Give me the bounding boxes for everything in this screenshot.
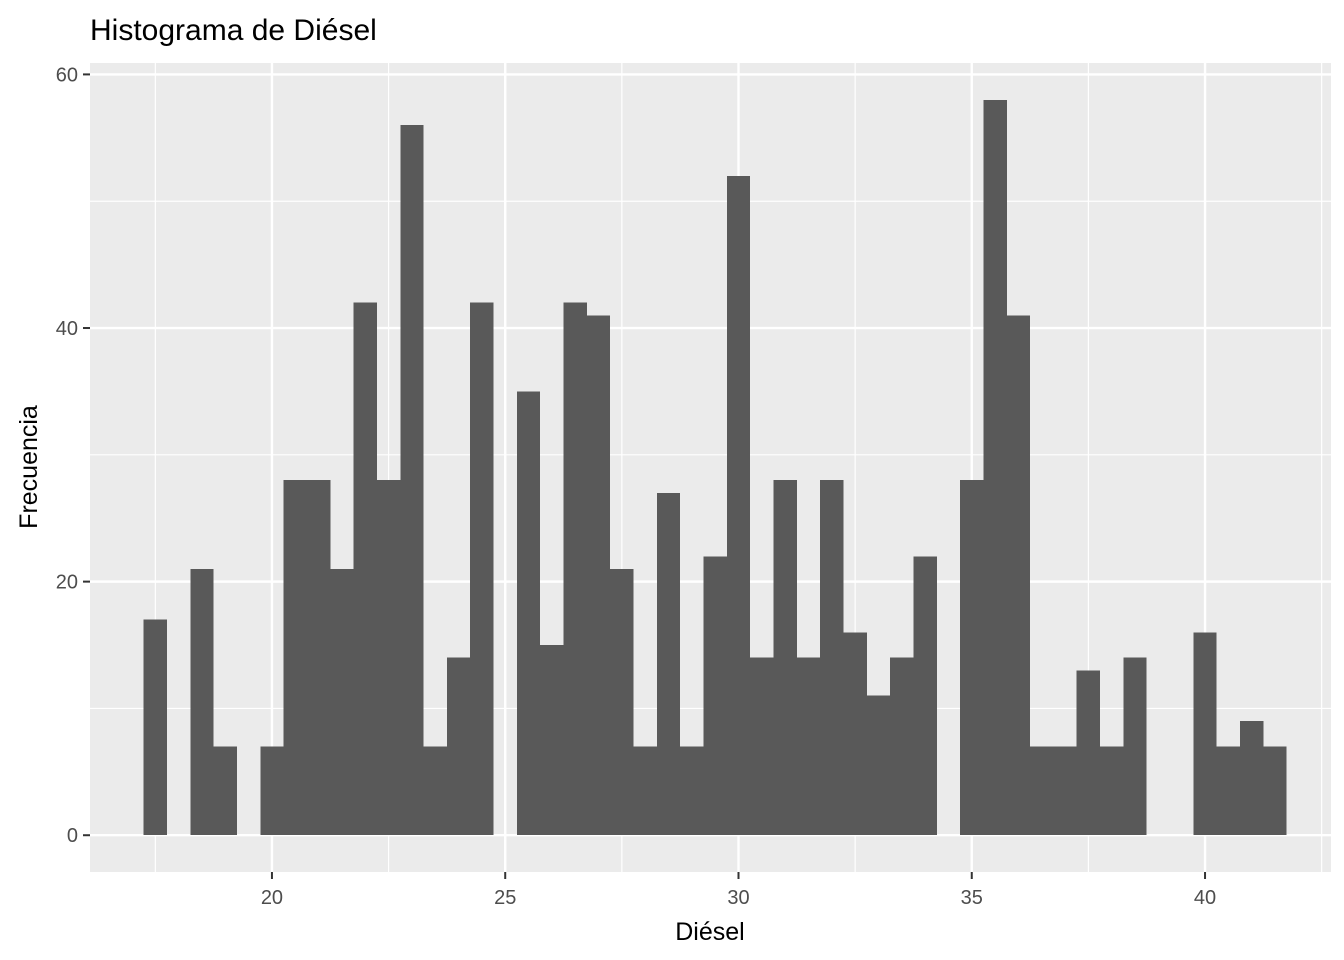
y-tick-label: 0 [67, 825, 78, 847]
histogram-bar [400, 125, 424, 836]
histogram-bar [726, 175, 751, 836]
histogram-bar [1193, 632, 1217, 836]
histogram-bar [843, 632, 867, 836]
histogram-bar [796, 657, 821, 836]
histogram-bar [213, 746, 237, 836]
x-tick-label: 35 [961, 887, 983, 909]
histogram-bar [960, 480, 984, 836]
y-tick-label: 20 [56, 572, 78, 594]
histogram-bar [586, 315, 611, 836]
histogram-bar [563, 302, 587, 836]
histogram-bar [306, 480, 331, 836]
y-tick-label: 60 [56, 64, 78, 86]
histogram-bar [656, 492, 681, 836]
histogram-bar [1263, 746, 1287, 836]
y-axis: 0 20 40 60 [56, 64, 90, 847]
x-tick-label: 40 [1194, 887, 1216, 909]
histogram-bar [1076, 670, 1101, 836]
histogram-bars [143, 99, 1287, 836]
histogram-bar [633, 746, 657, 836]
x-axis: 20 25 30 35 40 [261, 872, 1216, 909]
histogram-bar [260, 746, 284, 836]
histogram-bar [283, 480, 307, 836]
histogram-bar [890, 657, 914, 836]
x-axis-title: Diésel [675, 918, 744, 946]
histogram-bar [1030, 746, 1054, 836]
y-axis-title: Frecuencia [15, 405, 43, 529]
x-tick-label: 25 [494, 887, 516, 909]
histogram-bar [703, 556, 727, 836]
y-tick-label: 40 [56, 318, 78, 340]
histogram-bar [540, 645, 564, 836]
histogram-bar [330, 568, 354, 836]
histogram-bar [773, 480, 797, 836]
histogram-bar [1100, 746, 1124, 836]
histogram-bar [1123, 657, 1147, 836]
histogram-bar [1216, 746, 1241, 836]
histogram-bar [1240, 721, 1264, 836]
histogram-bar [913, 556, 937, 836]
histogram-bar [446, 657, 471, 836]
histogram-bar [680, 746, 704, 836]
histogram-bar [376, 480, 401, 836]
x-tick-label: 30 [727, 887, 749, 909]
histogram-bar [143, 619, 167, 836]
histogram-bar [866, 695, 891, 836]
histogram-bar [470, 302, 494, 836]
histogram-bar [1053, 746, 1077, 836]
x-tick-label: 20 [261, 887, 283, 909]
histogram-bar [750, 657, 774, 836]
histogram-bar [1006, 315, 1031, 836]
histogram-bar [983, 99, 1007, 836]
chart-title: Histograma de Diésel [90, 14, 377, 47]
histogram-bar [820, 480, 844, 836]
histogram-bar [353, 302, 377, 836]
histogram-bar [516, 391, 541, 836]
histogram-bar [190, 568, 214, 836]
histogram-bar [423, 746, 447, 836]
histogram-bar [610, 568, 634, 836]
